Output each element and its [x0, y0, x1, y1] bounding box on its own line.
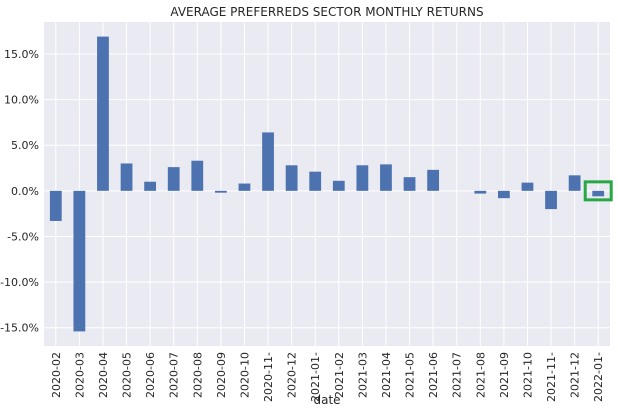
x-tick-label: 2021-01-	[309, 352, 322, 402]
x-tick-label: 2021-11-	[545, 352, 558, 402]
bar-2020-10	[238, 183, 251, 191]
bar-2022-01-	[592, 190, 605, 197]
y-tick-label: -10.0%	[0, 276, 39, 289]
x-tick-label: 2021-03	[356, 352, 369, 398]
y-tick-label: -5.0%	[7, 230, 39, 243]
x-tick-label: 2021-04	[380, 352, 393, 398]
x-axis-ticks: 2020-02 2020-03 2020-04 2020-05 2020-06 2020-…	[50, 352, 605, 402]
bar-2021-06	[427, 169, 440, 191]
x-tick-label: 2020-02	[50, 352, 63, 398]
bar-2021-04	[380, 164, 392, 191]
bars	[49, 36, 605, 332]
x-tick-label: 2021-06	[427, 352, 440, 398]
x-tick-label: 2020-12	[286, 352, 299, 398]
x-tick-label: 2020-05	[121, 352, 134, 398]
y-tick-label: 5.0%	[11, 139, 39, 152]
bar-2021-09	[497, 190, 510, 199]
y-axis-ticks: 15.0% 10.0% 5.0% 0.0% -5.0% -10.0% -15.0%	[0, 48, 39, 335]
x-tick-label: 2020-03	[73, 352, 86, 398]
x-tick-label: 2020-06	[144, 352, 157, 398]
highlight-box	[583, 180, 613, 202]
bar-2020-09	[214, 190, 227, 193]
bar-2020-06	[144, 181, 157, 191]
bar-2020-05	[120, 163, 133, 191]
highlight-layer	[583, 180, 613, 202]
x-tick-label: 2021-08	[474, 352, 487, 398]
x-tick-label: 2021-10	[521, 352, 534, 398]
bar-2020-03	[73, 190, 86, 332]
x-tick-label: 2021-07	[451, 352, 464, 398]
y-tick-label: -15.0%	[0, 322, 39, 335]
bar-2020-04	[97, 36, 109, 191]
x-tick-label: 2021-12	[569, 352, 582, 398]
bar-2021-05	[403, 177, 416, 191]
chart-title: AVERAGE PREFERREDS SECTOR MONTHLY RETURN…	[170, 5, 483, 19]
bar-2020-11-	[262, 132, 274, 191]
x-tick-label: 2020-10	[238, 352, 251, 398]
x-axis-label: date	[313, 393, 340, 407]
x-tick-label: 2022-01-	[592, 352, 605, 402]
x-tick-label: 2020-04	[97, 352, 110, 398]
x-tick-label: 2021-05	[404, 352, 417, 398]
bar-2021-10	[521, 182, 534, 191]
plot-area	[44, 22, 610, 346]
x-tick-label: 2020-09	[215, 352, 228, 398]
bar-2021-11-	[545, 190, 557, 210]
y-tick-label: 10.0%	[4, 94, 39, 107]
bar-2021-03	[356, 165, 369, 191]
bar-2020-07	[167, 167, 180, 191]
bar-2020-08	[191, 160, 204, 191]
y-tick-label: 0.0%	[11, 185, 39, 198]
x-tick-label: 2020-08	[191, 352, 204, 398]
bar-2020-02	[49, 190, 62, 221]
bar-2021-02	[332, 180, 345, 191]
y-tick-label: 15.0%	[4, 48, 39, 61]
bar-2021-12	[568, 175, 581, 191]
bar-2021-08	[474, 190, 487, 194]
x-tick-label: 2020-07	[168, 352, 181, 398]
bar-2021-01-	[309, 171, 322, 191]
bar-2020-12	[285, 165, 298, 191]
x-tick-label: 2020-11-	[262, 352, 275, 402]
x-tick-label: 2021-02	[333, 352, 346, 398]
x-tick-label: 2021-09	[498, 352, 511, 398]
